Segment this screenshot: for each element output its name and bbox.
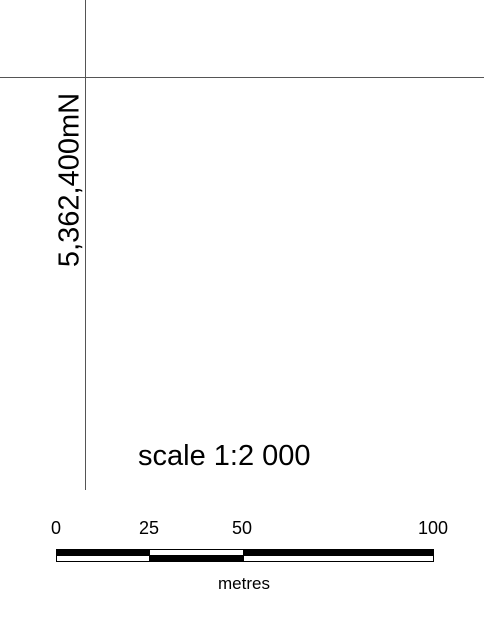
scale-tick-label-100: 100 <box>417 518 449 538</box>
scale-bar-segment-bottom-1 <box>56 555 150 562</box>
scale-ratio-text: scale 1:2 000 <box>138 440 311 472</box>
scale-bar-segment-bottom-2 <box>149 555 244 562</box>
scale-tick-label-50: 50 <box>231 518 253 538</box>
scale-units-label: metres <box>218 574 270 593</box>
grid-line-northing <box>0 77 484 78</box>
scale-bar-segment-bottom-3 <box>243 555 434 562</box>
grid-line-easting <box>85 0 86 490</box>
scale-tick-label-25: 25 <box>138 518 160 538</box>
scale-tick-label-0: 0 <box>50 518 62 538</box>
